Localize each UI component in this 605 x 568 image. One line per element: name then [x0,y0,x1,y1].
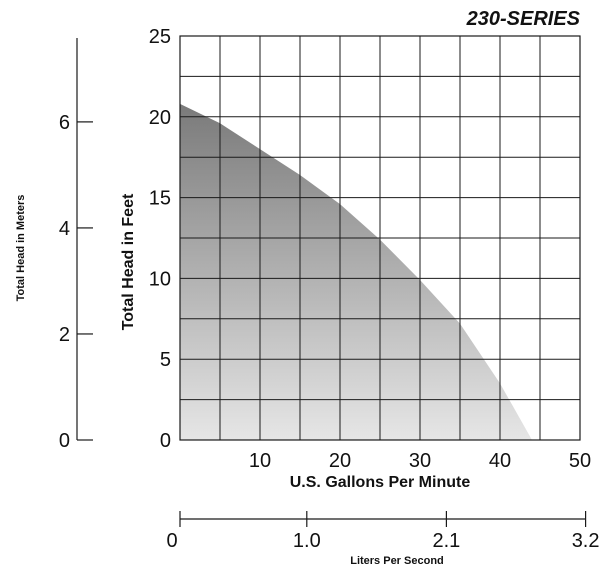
x-tick-label: 30 [409,450,431,472]
y-axis-title: Total Head in Feet [120,193,137,330]
lps-tick-label: 1.0 [293,530,321,552]
grid [180,36,580,440]
x-tick-label: 20 [329,450,351,472]
y-tick-label: 25 [149,26,171,48]
y-tick-label: 5 [160,349,171,371]
y-tick-label: 20 [149,107,171,129]
meters-axis: 0 2 4 6 [59,38,93,452]
lps-axis-title: Liters Per Second [350,555,444,567]
x-tick-label: 50 [569,450,591,472]
performance-area [180,103,532,441]
chart-title: 230-SERIES [466,8,581,30]
lps-tick-label: 2.1 [432,530,460,552]
meters-tick-label: 6 [59,112,70,134]
y-ticks-feet: 0 5 10 15 20 25 [149,26,171,452]
x-ticks-gpm: 10 20 30 40 50 [249,450,591,472]
meters-tick-label: 0 [59,430,70,452]
performance-area-shape [180,103,532,441]
y-tick-label: 10 [149,268,171,290]
y-tick-label: 0 [160,430,171,452]
meters-axis-title: Total Head in Meters [15,195,27,302]
x-tick-label: 10 [249,450,271,472]
meters-tick-label: 2 [59,324,70,346]
x-axis-title: U.S. Gallons Per Minute [290,474,471,491]
lps-axis: 0 1.0 2.1 3.2 [166,511,600,552]
lps-tick-label: 3.2 [572,530,600,552]
meters-tick-label: 4 [59,218,70,240]
lps-tick-label: 0 [166,530,177,552]
plot-frame [179,35,581,441]
x-tick-label: 40 [489,450,511,472]
plot-border [179,35,581,441]
y-tick-label: 15 [149,188,171,210]
